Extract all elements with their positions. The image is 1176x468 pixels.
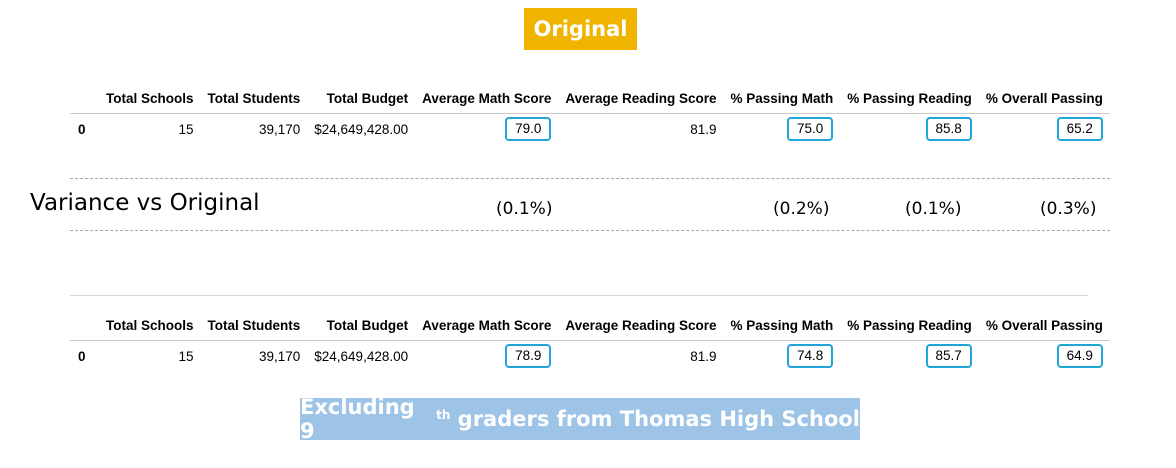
index-header — [70, 76, 99, 114]
cell-avg-reading: 81.9 — [690, 348, 717, 364]
excluding-banner-suffix: graders from Thomas High School — [450, 407, 860, 431]
cell-pct-overall: 64.9 — [979, 341, 1110, 372]
header-pct-overall: % Overall Passing — [978, 303, 1110, 341]
table-row: 0 15 39,170 $24,649,428.00 78.9 81.9 74.… — [70, 341, 1110, 372]
header-total-budget: Total Budget — [307, 303, 416, 341]
original-banner: Original — [524, 8, 637, 50]
cell-total-students: 39,170 — [258, 348, 301, 364]
cell-pct-math: 74.8 — [723, 341, 840, 372]
cell-avg-math: 78.9 — [415, 341, 558, 372]
row-index: 0 — [78, 121, 86, 137]
cell-avg-math: 79.0 — [415, 114, 558, 145]
excluding-table-top-rule — [70, 295, 1088, 296]
header-total-schools: Total Schools — [99, 303, 201, 341]
header-pct-math: % Passing Math — [723, 303, 841, 341]
highlighted-pct-overall: 64.9 — [1056, 344, 1103, 368]
table-header-row: Total Schools Total Students Total Budge… — [70, 303, 1110, 341]
excluding-banner-sup: th — [436, 408, 451, 422]
header-avg-math: Average Math Score — [415, 303, 559, 341]
cell-total-schools: 15 — [178, 121, 194, 137]
header-pct-reading: % Passing Reading — [840, 303, 979, 341]
excluding-banner: Excluding 9 th graders from Thomas High S… — [300, 395, 860, 443]
excluding-summary-table: Total Schools Total Students Total Budge… — [70, 303, 1110, 371]
header-avg-reading: Average Reading Score — [558, 76, 724, 114]
table-header-row: Total Schools Total Students Total Budge… — [70, 76, 1110, 114]
header-avg-math: Average Math Score — [415, 76, 559, 114]
header-total-budget: Total Budget — [307, 76, 416, 114]
divider-bottom — [70, 230, 1110, 231]
variance-pct-math: (0.2%) — [773, 199, 830, 219]
highlighted-pct-math: 74.8 — [786, 344, 834, 368]
highlighted-pct-math: 75.0 — [786, 117, 834, 141]
variance-pct-reading: (0.1%) — [905, 199, 962, 219]
original-summary-table: Total Schools Total Students Total Budge… — [70, 76, 1110, 144]
variance-label: Variance vs Original — [30, 190, 260, 216]
cell-total-students: 39,170 — [258, 121, 301, 137]
variance-avg-math: (0.1%) — [496, 199, 553, 219]
highlighted-pct-overall: 65.2 — [1056, 117, 1103, 141]
cell-pct-math: 75.0 — [723, 114, 840, 145]
highlighted-pct-reading: 85.7 — [925, 344, 972, 368]
cell-pct-reading: 85.7 — [840, 341, 979, 372]
header-pct-overall: % Overall Passing — [978, 76, 1110, 114]
index-header — [70, 303, 99, 341]
header-total-students: Total Students — [200, 76, 308, 114]
header-total-students: Total Students — [200, 303, 308, 341]
cell-pct-reading: 85.8 — [840, 114, 979, 145]
cell-total-budget: $24,649,428.00 — [314, 121, 409, 137]
highlighted-pct-reading: 85.8 — [925, 117, 972, 141]
variance-pct-overall: (0.3%) — [1040, 199, 1097, 219]
header-pct-reading: % Passing Reading — [840, 76, 979, 114]
excluding-banner-prefix: Excluding 9 — [300, 395, 415, 443]
divider-top — [70, 178, 1110, 179]
header-pct-math: % Passing Math — [723, 76, 841, 114]
highlighted-avg-math: 79.0 — [505, 117, 552, 141]
table-row: 0 15 39,170 $24,649,428.00 79.0 81.9 75.… — [70, 114, 1110, 145]
cell-total-schools: 15 — [178, 348, 194, 364]
header-total-schools: Total Schools — [99, 76, 201, 114]
row-index: 0 — [78, 348, 86, 364]
header-avg-reading: Average Reading Score — [558, 303, 724, 341]
cell-pct-overall: 65.2 — [979, 114, 1110, 145]
cell-total-budget: $24,649,428.00 — [314, 348, 409, 364]
cell-avg-reading: 81.9 — [690, 121, 717, 137]
highlighted-avg-math: 78.9 — [505, 344, 552, 368]
original-banner-label: Original — [533, 17, 628, 41]
